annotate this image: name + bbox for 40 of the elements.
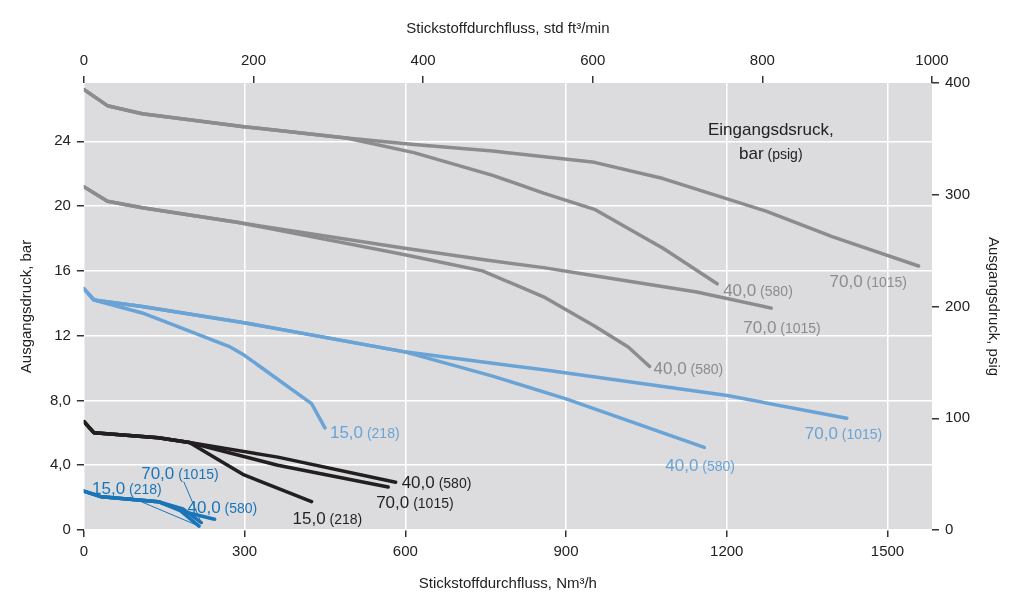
series-label: 40,0 (580) [653,359,724,379]
x-tick-label: 1200 [710,542,744,560]
y2-tick-label: 300 [944,184,970,202]
x-tick-label: 1500 [870,542,905,560]
x-tick-label: 900 [553,542,579,560]
series-label: 70,0 (1015) [743,318,821,338]
annotation: Eingangsdsruck, bar (psig) [707,120,834,163]
y-tick-label: 0 [62,520,71,538]
series-label: 40,0 (580) [187,498,258,518]
y-tick-label: 24 [54,131,71,149]
y-tick-label: 12 [54,325,71,343]
series-label: 40,0 (580) [665,456,735,476]
series-label: 70,0 (1015) [804,424,883,444]
x-tick-label: 0 [79,542,89,560]
series-label: 40,0 (580) [401,473,472,493]
y2-tick-label: 100 [944,408,970,426]
y2-tick-label: 200 [944,296,970,314]
x-axis-title: Stickstoffdurchfluss, Nm³/h [418,574,597,592]
x-tick-label: 300 [232,542,258,560]
series-label: 15,0 (218) [329,422,400,442]
y-tick-label: 8,0 [49,390,71,408]
y-tick-label: 16 [54,261,71,279]
y2-tick-label: 400 [944,73,970,91]
x2-axis-title: Stickstoffdurchfluss, std ft³/min [406,19,610,37]
x-tick-label: 600 [392,542,418,560]
x2-tick-label: 0 [79,51,89,69]
x2-tick-label: 600 [580,51,606,69]
y-tick-label: 4,0 [49,455,71,473]
y2-axis-title: Ausgangsdruck, psig [985,236,1003,377]
series-label: 70,0 (1015) [376,493,454,513]
x2-tick-label: 1000 [915,51,949,69]
y-axis-title: Ausgangsdruck, bar [17,239,35,374]
x2-tick-label: 200 [240,51,266,69]
x2-tick-label: 800 [749,51,775,69]
x2-tick-label: 400 [410,51,436,69]
y2-tick-label: 0 [944,520,954,538]
series-label: 15,0 (218) [292,508,363,528]
series-label: 40,0 (580) [723,280,793,300]
series-label: 70,0 (1015) [829,272,908,292]
y-tick-label: 20 [54,196,71,214]
